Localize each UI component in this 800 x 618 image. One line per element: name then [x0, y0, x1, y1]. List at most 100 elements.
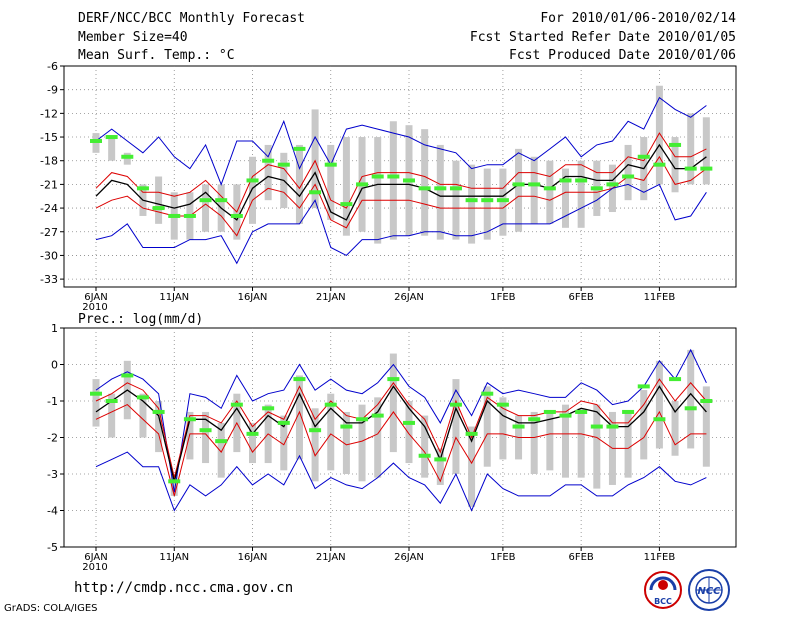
- spread-box: [327, 393, 335, 471]
- spread-box: [483, 168, 491, 240]
- y-tick-label: -2: [47, 432, 58, 445]
- observed-marker: [481, 391, 494, 396]
- spread-box: [170, 474, 178, 496]
- spread-box: [342, 411, 350, 474]
- observed-marker: [543, 186, 556, 191]
- spread-box: [671, 401, 679, 456]
- spread-box: [421, 415, 429, 478]
- observed-marker: [669, 377, 682, 382]
- forecast-produced-date: Fcst Produced Date 2010/01/06: [509, 48, 736, 63]
- y-tick-label: -5: [47, 541, 58, 554]
- observed-marker: [277, 420, 290, 425]
- spread-box: [280, 415, 288, 471]
- spread-box: [155, 401, 163, 453]
- observed-marker: [183, 417, 196, 422]
- spread-box: [562, 404, 569, 478]
- spread-box: [452, 160, 460, 240]
- observed-marker: [434, 186, 447, 191]
- spread-box: [155, 176, 163, 224]
- observed-marker: [371, 413, 384, 418]
- observed-marker: [653, 417, 666, 422]
- observed-marker: [684, 406, 697, 411]
- observed-marker: [199, 428, 212, 433]
- y-tick-label: -18: [40, 155, 58, 168]
- panel-title: Prec.: log(mm/d): [78, 312, 203, 327]
- observed-marker: [105, 399, 118, 403]
- spread-box: [295, 144, 303, 224]
- spread-box: [593, 404, 601, 489]
- observed-marker: [121, 154, 134, 159]
- spread-box: [468, 426, 476, 507]
- series-line-p90: [95, 378, 707, 478]
- y-tick-label: 1: [51, 322, 58, 335]
- observed-marker: [121, 373, 134, 378]
- spread-box: [295, 375, 303, 460]
- forecast-period: For 2010/01/06-2010/02/14: [540, 11, 736, 26]
- spread-box: [468, 164, 476, 244]
- spread-box: [655, 360, 663, 449]
- y-tick-label: -30: [40, 249, 58, 262]
- observed-marker: [528, 182, 541, 187]
- y-tick-label: -21: [40, 178, 58, 191]
- x-tick-label: 26JAN: [394, 552, 424, 563]
- observed-marker: [262, 406, 275, 411]
- observed-marker: [230, 402, 243, 407]
- spread-box: [421, 129, 429, 236]
- y-tick-label: -24: [40, 202, 58, 215]
- x-tick-label: 1FEB: [490, 552, 515, 563]
- spread-box: [687, 349, 695, 449]
- variable-label: Mean Surf. Temp.: °C: [78, 48, 235, 63]
- x-tick-label: 6FEB: [569, 292, 594, 303]
- spread-box: [671, 137, 679, 193]
- ncc-logo: NCC: [688, 569, 730, 611]
- observed-marker: [136, 395, 149, 400]
- observed-marker: [277, 162, 290, 167]
- observed-marker: [246, 178, 259, 183]
- spread-box: [687, 113, 695, 185]
- observed-marker: [637, 154, 650, 159]
- x-tick-label: 21JAN: [316, 552, 346, 563]
- x-tick-label: 11JAN: [159, 292, 189, 303]
- plot-frame: [63, 65, 737, 288]
- spread-box: [405, 401, 413, 464]
- x-tick-sublabel: 2010: [82, 562, 107, 573]
- y-tick-label: -12: [40, 107, 58, 120]
- spread-box: [655, 85, 663, 185]
- observed-marker: [183, 213, 196, 218]
- x-tick-label: 6FEB: [569, 552, 594, 563]
- observed-marker: [465, 198, 478, 203]
- x-tick-label: 6JAN: [84, 292, 107, 303]
- observed-marker: [512, 182, 525, 187]
- spread-box: [483, 386, 491, 467]
- series-line-mean: [95, 385, 707, 482]
- forecast-started-date: Fcst Started Refer Date 2010/01/05: [469, 30, 736, 45]
- spread-box: [499, 397, 507, 460]
- observed-marker: [434, 457, 447, 462]
- y-tick-label: -6: [47, 60, 58, 73]
- chart-title: DERF/NCC/BCC Monthly Forecast: [78, 11, 305, 26]
- x-tick-label: 6JAN: [84, 552, 107, 563]
- observed-marker: [262, 158, 275, 163]
- x-tick-label: 1FEB: [490, 292, 515, 303]
- spread-box: [577, 160, 585, 228]
- observed-marker: [199, 198, 212, 203]
- observed-marker: [371, 174, 384, 179]
- y-tick-label: -9: [47, 84, 58, 97]
- series-line-max: [95, 96, 707, 186]
- observed-marker: [590, 424, 603, 429]
- spread-box: [702, 386, 710, 467]
- spread-box: [702, 117, 710, 185]
- x-tick-label: 16JAN: [238, 552, 268, 563]
- observed-marker: [340, 202, 353, 207]
- observed-marker: [449, 402, 462, 407]
- spread-box: [108, 137, 116, 161]
- observed-marker: [684, 166, 697, 171]
- observed-marker: [309, 190, 322, 195]
- observed-marker: [215, 198, 228, 203]
- observed-marker: [324, 162, 337, 167]
- observed-marker: [622, 409, 635, 414]
- observed-marker: [606, 182, 619, 187]
- bcc-logo-text: BCC: [654, 597, 672, 606]
- spread-box: [374, 137, 382, 244]
